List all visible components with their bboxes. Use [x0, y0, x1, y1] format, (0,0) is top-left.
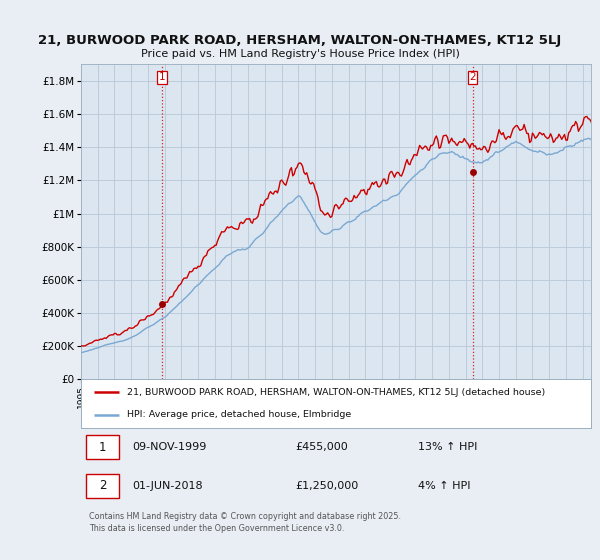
Text: 21, BURWOOD PARK ROAD, HERSHAM, WALTON-ON-THAMES, KT12 5LJ (detached house): 21, BURWOOD PARK ROAD, HERSHAM, WALTON-O… — [127, 388, 545, 397]
Text: 2: 2 — [98, 479, 106, 492]
Text: HPI: Average price, detached house, Elmbridge: HPI: Average price, detached house, Elmb… — [127, 410, 351, 419]
Text: Contains HM Land Registry data © Crown copyright and database right 2025.
This d: Contains HM Land Registry data © Crown c… — [89, 512, 401, 533]
Text: 1: 1 — [98, 441, 106, 454]
Text: £455,000: £455,000 — [295, 442, 348, 452]
Text: 09-NOV-1999: 09-NOV-1999 — [132, 442, 206, 452]
Text: 13% ↑ HPI: 13% ↑ HPI — [418, 442, 477, 452]
Text: 21, BURWOOD PARK ROAD, HERSHAM, WALTON-ON-THAMES, KT12 5LJ: 21, BURWOOD PARK ROAD, HERSHAM, WALTON-O… — [38, 34, 562, 47]
FancyBboxPatch shape — [86, 435, 119, 459]
FancyBboxPatch shape — [86, 474, 119, 498]
Text: 01-JUN-2018: 01-JUN-2018 — [132, 481, 203, 491]
Text: Price paid vs. HM Land Registry's House Price Index (HPI): Price paid vs. HM Land Registry's House … — [140, 49, 460, 59]
Text: 2: 2 — [469, 72, 476, 82]
Text: 4% ↑ HPI: 4% ↑ HPI — [418, 481, 470, 491]
Text: £1,250,000: £1,250,000 — [295, 481, 358, 491]
Text: 1: 1 — [159, 72, 166, 82]
